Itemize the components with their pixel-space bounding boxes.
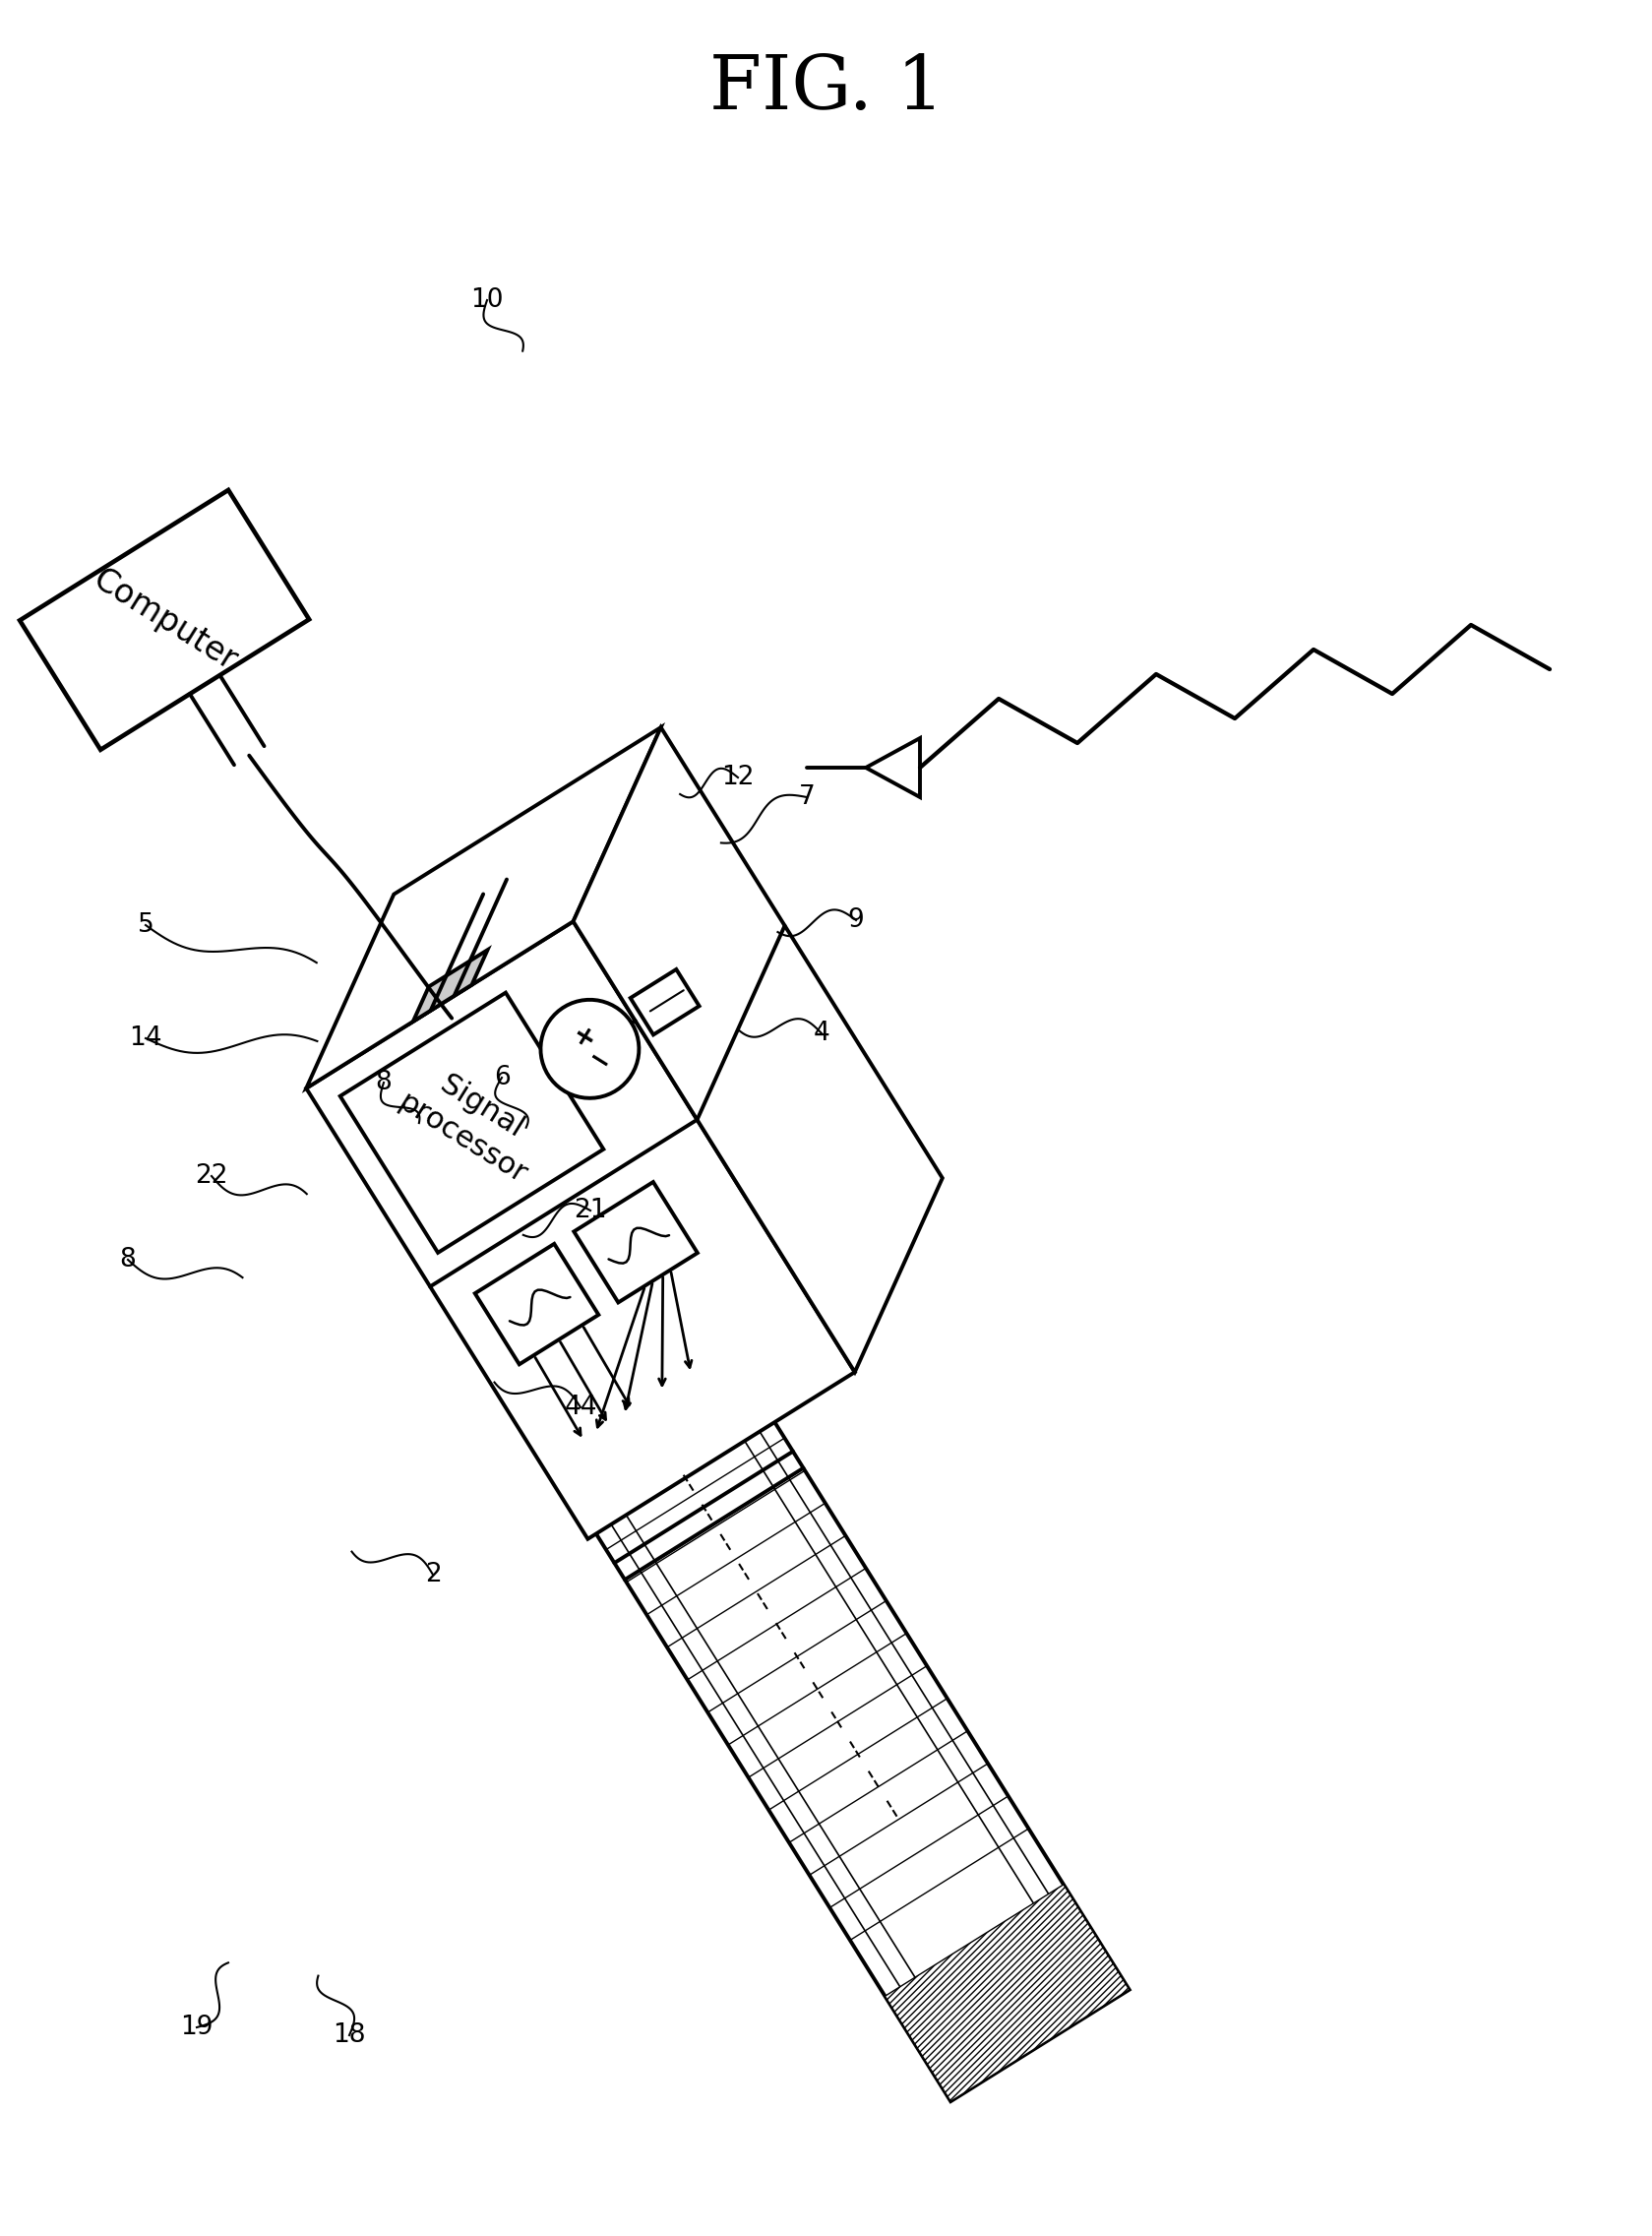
Polygon shape [20, 490, 309, 749]
Polygon shape [476, 1243, 598, 1364]
Text: 12: 12 [722, 765, 755, 789]
Polygon shape [573, 1183, 697, 1304]
Text: 22: 22 [195, 1163, 228, 1190]
Text: 6: 6 [494, 1064, 510, 1091]
Text: 2: 2 [425, 1563, 441, 1588]
Text: 14: 14 [129, 1026, 162, 1051]
Text: 4: 4 [813, 1020, 829, 1046]
Polygon shape [586, 1406, 1130, 2102]
Polygon shape [885, 1885, 1130, 2102]
Text: Signal
processor: Signal processor [393, 1055, 552, 1190]
Text: 8: 8 [375, 1069, 392, 1096]
Text: −: − [582, 1044, 615, 1080]
Polygon shape [413, 950, 487, 1022]
Text: Computer: Computer [86, 563, 243, 678]
Text: 9: 9 [847, 908, 864, 932]
Polygon shape [866, 738, 920, 798]
Polygon shape [573, 727, 942, 1373]
Text: 5: 5 [137, 912, 154, 937]
Polygon shape [306, 727, 661, 1089]
Text: +: + [567, 1022, 601, 1058]
Polygon shape [340, 993, 603, 1252]
Text: 18: 18 [332, 2021, 365, 2048]
Text: 8: 8 [119, 1248, 135, 1272]
Polygon shape [631, 970, 699, 1035]
Text: 19: 19 [180, 2015, 213, 2039]
Text: 10: 10 [471, 288, 504, 313]
Polygon shape [540, 999, 639, 1098]
Text: 7: 7 [798, 785, 814, 809]
Text: FIG. 1: FIG. 1 [709, 51, 943, 125]
Polygon shape [306, 921, 854, 1538]
Text: 21: 21 [573, 1198, 606, 1223]
Text: 44: 44 [563, 1395, 596, 1420]
